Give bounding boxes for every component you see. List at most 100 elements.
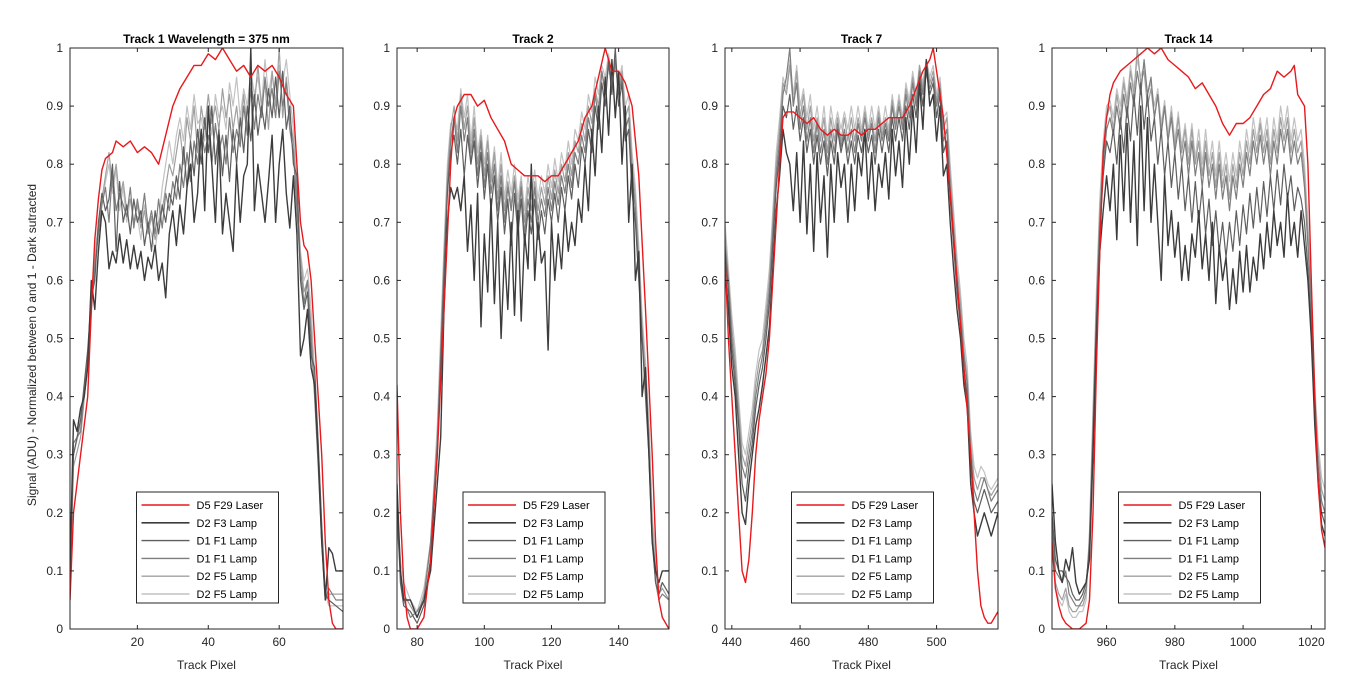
y-tick-label: 0.2 xyxy=(46,506,63,520)
legend-entry: D1 F1 Lamp xyxy=(1179,553,1240,565)
legend-entry: D1 F1 Lamp xyxy=(197,553,258,565)
series-group xyxy=(70,48,343,629)
x-tick-label: 40 xyxy=(202,635,216,649)
y-tick-label: 0.2 xyxy=(1028,506,1045,520)
series-line-1 xyxy=(397,48,669,629)
chart-panel-4: Track 14 0 0.1 0.2 0.3 0.4 0.5 0.6 0.7 0.8 0.9 1 960… xyxy=(1028,32,1326,672)
legend-entry: D2 F5 Lamp xyxy=(1179,571,1240,583)
y-tick-label: 0.7 xyxy=(701,215,718,229)
y-tick-label: 0.2 xyxy=(373,506,390,520)
x-tick-label: 480 xyxy=(858,635,878,649)
series-line-2 xyxy=(397,58,669,619)
legend-entry: D1 F1 Lamp xyxy=(1179,536,1240,548)
y-tick-label: 0.5 xyxy=(701,332,718,346)
x-tick-label: 80 xyxy=(410,635,424,649)
y-tick-label: 0.2 xyxy=(701,506,718,520)
legend-entry: D5 F29 Laser xyxy=(523,500,590,512)
series-line-4 xyxy=(725,48,998,502)
legend-entry: D2 F5 Lamp xyxy=(852,571,913,583)
y-tick-label: 0.8 xyxy=(46,157,63,171)
legend-entry: D2 F5 Lamp xyxy=(852,589,913,601)
legend-entry: D1 F1 Lamp xyxy=(523,553,584,565)
series-line-6 xyxy=(725,59,998,491)
y-tick-label: 0.4 xyxy=(701,390,718,404)
chart-title: Track 7 xyxy=(841,32,883,46)
y-tick-label: 0.1 xyxy=(46,564,63,578)
x-tick-label: 1000 xyxy=(1230,635,1257,649)
y-tick-label: 1 xyxy=(1038,41,1045,55)
y-tick-label: 0.7 xyxy=(373,215,390,229)
y-tick-label: 0.6 xyxy=(46,273,63,287)
y-tick-label: 1 xyxy=(383,41,390,55)
series-line-5 xyxy=(725,59,998,496)
y-tick-label: 0.1 xyxy=(373,564,390,578)
legend: D5 F29 Laser D2 F3 Lamp D1 F1 Lamp D1 F1 La… xyxy=(136,491,279,604)
y-tick-label: 0.7 xyxy=(1028,215,1045,229)
legend-entry: D5 F29 Laser xyxy=(197,500,264,512)
y-tick-label: 1 xyxy=(711,41,718,55)
y-tick-label: 0 xyxy=(383,622,390,636)
x-tick-label: 20 xyxy=(131,635,145,649)
chart-panel-3: Track 7 0 0.1 0.2 0.3 0.4 0.5 0.6 0.7 0.8 0.9 1 440 4… xyxy=(701,32,999,672)
chart-panels: Track 1 Wavelength = 375 nm 0 0.1 0.2 0.3 0.4… xyxy=(46,32,1326,672)
legend-entry: D2 F5 Lamp xyxy=(1179,589,1240,601)
y-tick-label: 0.9 xyxy=(701,99,718,113)
y-tick-label: 0.8 xyxy=(1028,157,1045,171)
legend-box xyxy=(791,491,934,604)
y-tick-label: 0.7 xyxy=(46,215,63,229)
chart-panel-1: Track 1 Wavelength = 375 nm 0 0.1 0.2 0.3 0.4… xyxy=(46,32,344,672)
y-tick-label: 0.6 xyxy=(373,273,390,287)
series-group xyxy=(1052,48,1325,629)
series-line-1 xyxy=(725,48,998,624)
legend-entry: D2 F5 Lamp xyxy=(523,589,584,601)
y-tick-label: 0.1 xyxy=(701,564,718,578)
series-group xyxy=(725,48,998,624)
y-tick-label: 0 xyxy=(56,622,63,636)
legend-entry: D1 F1 Lamp xyxy=(852,553,913,565)
y-tick-label: 0.4 xyxy=(373,390,390,404)
legend-entry: D5 F29 Laser xyxy=(852,500,919,512)
y-tick-label: 1 xyxy=(56,41,63,55)
series-group xyxy=(397,48,669,629)
legend-box xyxy=(136,491,279,604)
y-tick-label: 0.1 xyxy=(1028,564,1045,578)
y-tick-label: 0.3 xyxy=(373,448,390,462)
series-line-5 xyxy=(397,59,669,618)
legend-entry: D2 F5 Lamp xyxy=(197,589,258,601)
x-tick-label: 1020 xyxy=(1298,635,1325,649)
y-tick-label: 0.5 xyxy=(46,332,63,346)
y-tick-label: 0.6 xyxy=(701,273,718,287)
y-tick-label: 0 xyxy=(711,622,718,636)
x-tick-label: 460 xyxy=(790,635,810,649)
chart-panel-2: Track 2 0 0.1 0.2 0.3 0.4 0.5 0.6 0.7 0.8 0.9 1 80 10… xyxy=(373,32,670,672)
y-tick-label: 0.4 xyxy=(1028,390,1045,404)
y-tick-label: 0.3 xyxy=(1028,448,1045,462)
legend-entry: D5 F29 Laser xyxy=(1179,500,1246,512)
series-line-6 xyxy=(70,59,343,607)
y-tick-label: 0.5 xyxy=(373,332,390,346)
series-line-1 xyxy=(1052,48,1325,629)
y-tick-label: 0.8 xyxy=(701,157,718,171)
legend-entry: D1 F1 Lamp xyxy=(852,536,913,548)
series-line-1 xyxy=(70,48,343,629)
x-axis-label: Track Pixel xyxy=(177,658,236,672)
series-line-2 xyxy=(70,48,343,601)
x-axis-label: Track Pixel xyxy=(504,658,563,672)
x-tick-label: 960 xyxy=(1097,635,1117,649)
y-tick-label: 0.9 xyxy=(373,99,390,113)
x-tick-label: 140 xyxy=(609,635,629,649)
x-tick-label: 100 xyxy=(474,635,494,649)
y-tick-label: 0.5 xyxy=(1028,332,1045,346)
y-tick-label: 0.3 xyxy=(701,448,718,462)
legend-box xyxy=(462,491,606,604)
chart-title: Track 14 xyxy=(1164,32,1212,46)
chart-title: Track 2 xyxy=(512,32,554,46)
legend-entry: D2 F5 Lamp xyxy=(523,571,584,583)
legend-entry: D2 F5 Lamp xyxy=(197,571,258,583)
x-tick-label: 440 xyxy=(722,635,742,649)
x-axis-label: Track Pixel xyxy=(832,658,891,672)
y-tick-label: 0.4 xyxy=(46,390,63,404)
legend-entry: D2 F3 Lamp xyxy=(197,518,258,530)
chart-title: Track 1 Wavelength = 375 nm xyxy=(123,32,290,46)
